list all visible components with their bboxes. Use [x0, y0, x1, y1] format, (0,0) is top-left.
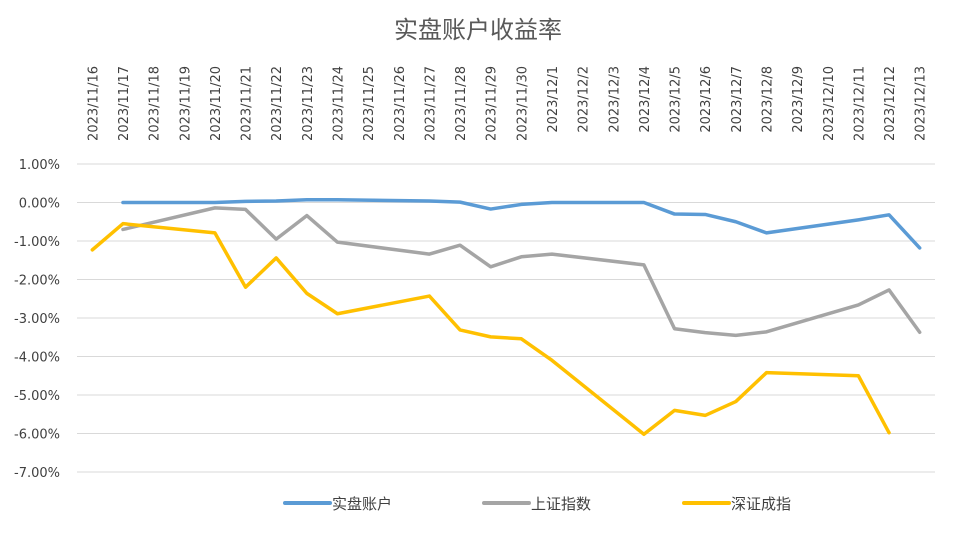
x-tick-label: 2023/12/11: [852, 66, 867, 141]
y-tick-label: -4.00%: [14, 351, 60, 366]
y-axis-ticks: 1.00% 0.00% -1.00% -2.00% -3.00% -4.00% -5.00%…: [14, 158, 60, 481]
x-tick-label: 2023/12/8: [760, 66, 775, 133]
y-tick-label: -3.00%: [14, 312, 60, 327]
y-tick-label: -6.00%: [14, 428, 60, 443]
x-tick-label: 2023/11/26: [393, 66, 408, 141]
x-tick-label: 2023/12/12: [883, 66, 898, 141]
legend-label: 实盘账户: [332, 495, 392, 513]
chart-title: 实盘账户收益率: [394, 16, 562, 44]
x-tick-label: 2023/11/22: [270, 66, 285, 141]
x-tick-label: 2023/11/19: [178, 66, 193, 141]
y-tick-label: 0.00%: [19, 197, 60, 212]
series-line: [121, 198, 922, 250]
x-tick-label: 2023/12/13: [914, 66, 929, 141]
legend-label: 上证指数: [531, 495, 591, 513]
x-tick-label: 2023/11/20: [209, 66, 224, 141]
y-tick-label: -5.00%: [14, 389, 60, 404]
y-tick-label: -1.00%: [14, 235, 60, 250]
series-line: [90, 221, 891, 437]
x-tick-label: 2023/11/30: [515, 66, 530, 141]
x-tick-label: 2023/11/23: [301, 66, 316, 141]
x-tick-label: 2023/11/17: [117, 66, 132, 141]
legend-label: 深证成指: [731, 495, 791, 513]
x-tick-label: 2023/11/21: [240, 66, 255, 141]
y-tick-label: -7.00%: [14, 466, 60, 481]
legend: 实盘账户 上证指数 深证成指: [283, 495, 791, 513]
x-tick-label: 2023/11/28: [454, 66, 469, 141]
x-tick-label: 2023/12/6: [699, 66, 714, 133]
x-tick-label: 2023/12/10: [822, 66, 837, 141]
x-tick-label: 2023/11/24: [331, 66, 346, 141]
series-line: [121, 206, 922, 338]
x-tick-label: 2023/12/1: [546, 66, 561, 133]
x-tick-label: 2023/12/5: [669, 66, 684, 133]
x-tick-label: 2023/11/29: [485, 66, 500, 141]
y-tick-label: -2.00%: [14, 274, 60, 289]
x-tick-label: 2023/12/4: [638, 66, 653, 133]
x-tick-label: 2023/11/25: [362, 66, 377, 141]
y-tick-label: 1.00%: [19, 158, 60, 173]
series-lines: [90, 198, 922, 437]
x-tick-label: 2023/12/9: [791, 66, 806, 133]
x-tick-label: 2023/12/2: [577, 66, 592, 133]
x-axis-ticks: 2023/11/16 2023/11/17 2023/11/18 2023/11/19…: [86, 66, 928, 141]
x-tick-label: 2023/12/3: [607, 66, 622, 133]
x-tick-label: 2023/11/16: [86, 66, 101, 141]
x-tick-label: 2023/11/18: [148, 66, 163, 141]
x-tick-label: 2023/11/27: [423, 66, 438, 141]
x-tick-label: 2023/12/7: [730, 66, 745, 133]
